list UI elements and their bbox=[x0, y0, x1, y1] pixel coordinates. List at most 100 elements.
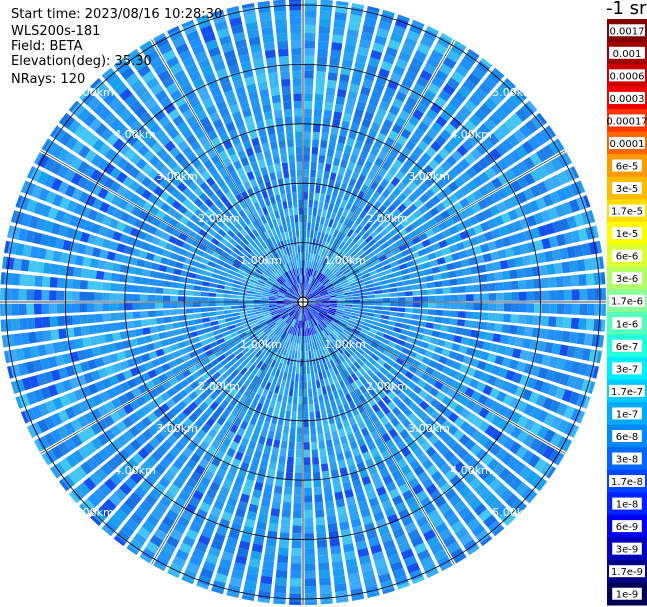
range-gate-cell bbox=[310, 310, 316, 317]
range-gate-cell bbox=[283, 425, 290, 434]
range-gate-cell bbox=[306, 358, 310, 367]
range-gate-cell bbox=[315, 410, 321, 419]
range-gate-cell bbox=[507, 383, 519, 395]
range-gate-cell bbox=[304, 305, 307, 314]
range-gate-cell bbox=[413, 447, 424, 458]
range-gate-cell bbox=[523, 363, 534, 375]
range-gate-cell bbox=[482, 384, 493, 396]
range-gate-cell bbox=[417, 379, 427, 389]
range-gate-cell bbox=[307, 312, 311, 320]
range-gate-cell bbox=[344, 304, 353, 307]
range-gate-cell bbox=[367, 305, 376, 310]
range-gate-cell bbox=[416, 516, 429, 528]
range-gate-cell bbox=[298, 389, 303, 397]
range-gate-cell bbox=[358, 314, 367, 319]
range-gate-cell bbox=[556, 402, 568, 417]
range-gate-cell bbox=[328, 307, 337, 311]
range-gate-cell bbox=[391, 331, 401, 339]
range-gate-cell bbox=[327, 523, 338, 532]
range-gate-cell bbox=[335, 373, 343, 382]
range-gate-cell bbox=[343, 402, 351, 412]
range-gate-cell bbox=[321, 304, 330, 306]
range-gate-cell bbox=[388, 316, 397, 322]
range-gate-cell bbox=[548, 449, 562, 464]
range-gate-cell bbox=[444, 469, 457, 481]
range-gate-cell bbox=[278, 539, 290, 548]
range-gate-cell bbox=[559, 344, 569, 357]
range-gate-cell bbox=[337, 388, 345, 398]
range-gate-cell bbox=[498, 467, 512, 481]
range-gate-cell bbox=[314, 302, 323, 304]
range-gate-cell bbox=[316, 349, 321, 357]
range-gate-cell bbox=[494, 483, 508, 497]
range-gate-cell bbox=[320, 355, 326, 364]
range-gate-cell bbox=[370, 342, 379, 350]
range-gate-cell bbox=[377, 426, 387, 437]
range-gate-cell bbox=[365, 458, 375, 468]
range-gate-cell bbox=[326, 361, 332, 370]
range-gate-cell bbox=[338, 513, 349, 523]
range-gate-cell bbox=[323, 346, 329, 354]
range-gate-cell bbox=[455, 372, 466, 382]
range-gate-cell bbox=[392, 396, 402, 406]
range-gate-cell bbox=[303, 411, 309, 420]
range-gate-cell bbox=[438, 502, 451, 515]
range-gate-cell bbox=[372, 393, 382, 403]
range-gate-cell bbox=[406, 423, 417, 434]
range-gate-cell bbox=[359, 468, 369, 479]
range-gate-cell bbox=[496, 391, 507, 403]
range-gate-cell bbox=[476, 529, 490, 544]
range-gate-cell bbox=[480, 351, 490, 361]
range-gate-cell bbox=[387, 341, 397, 348]
range-gate-cell bbox=[361, 364, 370, 373]
range-gate-cell bbox=[354, 454, 364, 464]
range-gate-cell bbox=[363, 382, 372, 391]
range-gate-cell bbox=[601, 319, 606, 332]
range-gate-cell bbox=[336, 309, 344, 313]
range-gate-cell bbox=[318, 322, 325, 330]
range-gate-cell bbox=[453, 500, 467, 513]
range-gate-cell bbox=[294, 487, 302, 496]
range-gate-cell bbox=[426, 315, 435, 322]
range-gate-cell bbox=[377, 443, 388, 454]
range-gate-cell bbox=[320, 592, 333, 601]
range-gate-cell bbox=[483, 362, 494, 373]
range-gate-cell bbox=[359, 308, 368, 312]
range-gate-cell bbox=[292, 517, 302, 526]
range-gate-cell bbox=[484, 493, 498, 507]
range-gate-cell bbox=[433, 323, 442, 331]
range-gate-cell bbox=[377, 389, 387, 399]
range-gate-cell bbox=[554, 330, 563, 342]
range-gate-cell bbox=[382, 474, 394, 486]
range-gate-cell bbox=[324, 337, 330, 345]
range-gate-cell bbox=[459, 395, 470, 407]
range-gate-cell bbox=[458, 466, 471, 479]
range-gate-cell bbox=[304, 578, 317, 587]
range-gate-cell bbox=[358, 500, 369, 511]
range-gate-cell bbox=[403, 342, 413, 350]
range-gate-cell bbox=[331, 430, 339, 440]
range-gate-cell bbox=[292, 365, 296, 374]
range-gate-cell bbox=[386, 381, 396, 390]
range-gate-cell bbox=[350, 364, 358, 373]
range-gate-cell bbox=[372, 384, 382, 393]
range-gate-cell bbox=[259, 583, 272, 593]
range-gate-cell bbox=[546, 329, 556, 341]
range-gate-cell bbox=[336, 452, 345, 462]
range-gate-cell bbox=[392, 386, 402, 396]
range-gate-cell bbox=[412, 483, 424, 495]
colorbar-label: 0.001 bbox=[613, 49, 642, 60]
range-gate-cell bbox=[392, 527, 405, 539]
range-gate-cell bbox=[296, 434, 303, 443]
range-gate-cell bbox=[412, 308, 421, 314]
colorbar-label: 6e-5 bbox=[616, 162, 639, 173]
range-gate-cell bbox=[306, 304, 313, 309]
range-gate-cell bbox=[292, 404, 297, 412]
range-gate-cell bbox=[444, 488, 457, 501]
ray bbox=[303, 306, 333, 605]
range-gate-cell bbox=[286, 464, 294, 473]
range-gate-cell bbox=[293, 388, 298, 397]
ray bbox=[307, 302, 606, 316]
range-gate-cell bbox=[305, 313, 308, 321]
range-gate-cell bbox=[339, 362, 346, 371]
